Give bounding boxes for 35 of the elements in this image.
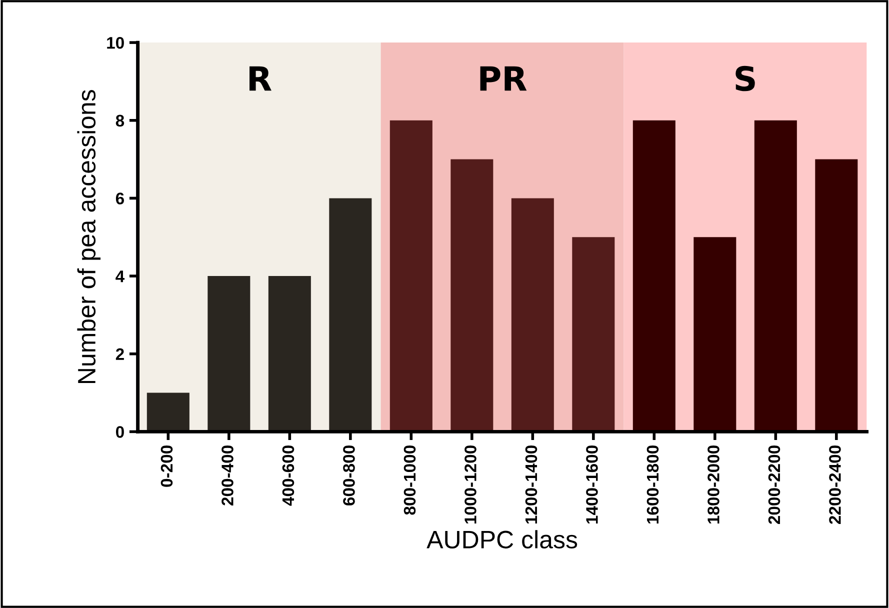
- bar: [815, 159, 858, 432]
- x-tick-label: 1400-1600: [586, 446, 598, 524]
- bar: [632, 120, 676, 432]
- bar: [450, 159, 494, 432]
- x-tick-label: 800-1000: [404, 446, 416, 515]
- y-tick-label: 10: [107, 36, 124, 49]
- x-tick-label: 400-600: [282, 446, 294, 506]
- x-axis-title: AUDPC class: [426, 530, 578, 548]
- bar: [146, 392, 190, 432]
- x-tick-label: 600-800: [343, 446, 355, 506]
- x-tick-label: 1600-1800: [646, 446, 659, 524]
- band-label: R: [250, 66, 272, 91]
- x-tick-label: 200-400: [222, 446, 234, 506]
- bar: [694, 237, 736, 432]
- x-tick-label: 0-200: [160, 446, 173, 487]
- bar: [511, 198, 554, 432]
- band-label: PR: [480, 66, 527, 91]
- x-tick-label: 1800-2000: [708, 446, 720, 524]
- bar: [390, 120, 432, 432]
- y-tick-label: 4: [116, 270, 125, 282]
- x-tick-label: 2200-2400: [829, 446, 841, 524]
- x-tick-label: 2000-2200: [768, 446, 780, 524]
- x-tick-label: 1200-1400: [525, 446, 538, 524]
- bar: [572, 237, 615, 432]
- bar: [754, 120, 797, 432]
- band-label: S: [736, 66, 755, 92]
- y-tick-label: 8: [116, 114, 124, 127]
- y-tick-label: 2: [116, 348, 124, 360]
- bar: [329, 198, 372, 432]
- bar: [208, 276, 250, 432]
- y-tick-label: 6: [116, 192, 124, 204]
- x-tick-label: 1000-1200: [464, 446, 476, 524]
- y-axis-title: Number of pea accessions: [77, 90, 101, 384]
- bar: [268, 276, 311, 432]
- y-tick-label: 0: [116, 426, 124, 438]
